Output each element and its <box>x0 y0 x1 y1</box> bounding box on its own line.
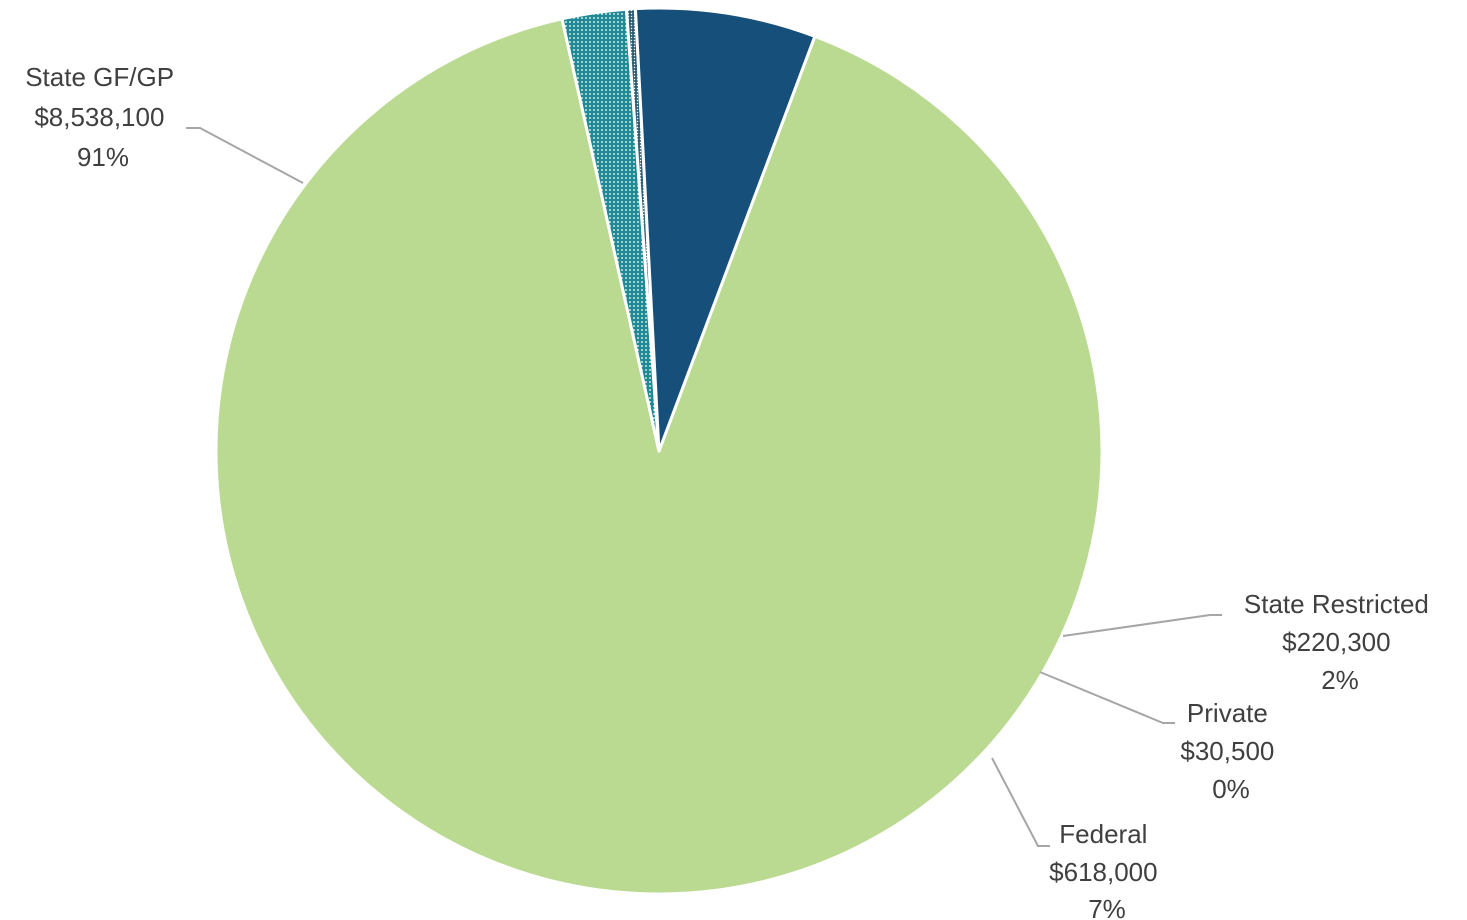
label-private: Private $30,500 0% <box>1180 698 1281 804</box>
label-state-restricted-name: State Restricted <box>1244 589 1429 619</box>
label-federal-percent: 7% <box>1088 894 1126 920</box>
label-private-name: Private <box>1187 698 1268 728</box>
leader-line-state-restricted <box>1062 614 1222 637</box>
label-private-amount: $30,500 <box>1180 736 1274 766</box>
label-state-restricted: State Restricted $220,300 2% <box>1244 589 1436 695</box>
label-state-gfgp-name: State GF/GP <box>25 62 173 92</box>
label-federal-name: Federal <box>1059 819 1147 849</box>
pie-slice-federal <box>633 6 817 453</box>
pie-slice-state-gfgp <box>214 17 1104 896</box>
leader-line-federal <box>991 757 1050 847</box>
label-state-restricted-amount: $220,300 <box>1282 627 1390 657</box>
leader-line-state-gfgp <box>186 127 304 184</box>
label-state-gfgp-percent: 91% <box>77 142 129 172</box>
label-state-restricted-percent: 2% <box>1321 665 1359 695</box>
label-state-gfgp-amount: $8,538,100 <box>34 102 164 132</box>
label-federal: Federal $618,000 7% <box>1049 819 1165 920</box>
label-state-gfgp: State GF/GP $8,538,100 91% <box>25 62 181 172</box>
label-private-percent: 0% <box>1212 774 1250 804</box>
label-federal-amount: $618,000 <box>1049 857 1157 887</box>
leader-line-private <box>1039 671 1175 724</box>
